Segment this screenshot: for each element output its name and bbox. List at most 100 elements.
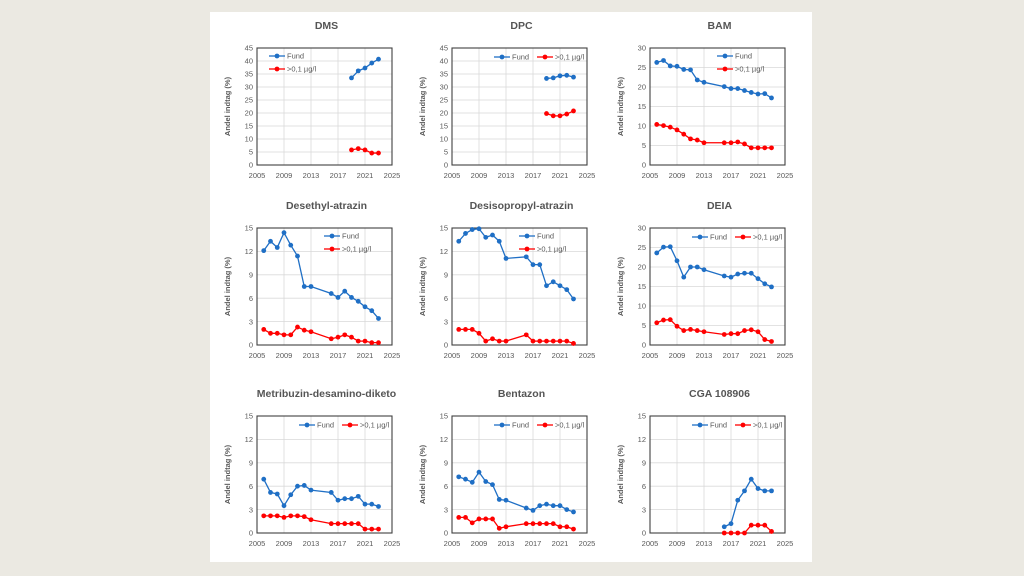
data-point <box>342 288 348 294</box>
data-point <box>342 332 348 338</box>
legend-label: Fund <box>710 421 727 430</box>
data-point <box>456 327 462 332</box>
data-point <box>544 111 549 116</box>
legend-label: >0,1 µg/l <box>537 245 566 254</box>
x-tick-label: 2013 <box>303 171 320 180</box>
data-point <box>550 113 556 119</box>
data-point <box>742 141 747 147</box>
data-point <box>530 507 536 513</box>
y-tick-label: 10 <box>638 302 646 311</box>
data-point <box>755 145 761 151</box>
legend-label: >0,1 µg/l <box>360 421 389 430</box>
data-point <box>355 298 361 304</box>
data-point <box>261 513 267 519</box>
x-tick-label: 2021 <box>552 171 569 180</box>
data-point <box>564 524 570 530</box>
data-point <box>328 291 334 296</box>
data-point <box>369 526 375 532</box>
chart-8: Bentazon 0 3 6 9 12 15 2005 2009 2013 2017 2021 2025… <box>410 380 610 562</box>
legend-label: >0,1 µg/l <box>287 65 316 74</box>
data-point <box>742 530 747 536</box>
data-point <box>571 74 576 80</box>
data-point <box>544 338 549 344</box>
data-point <box>281 332 287 338</box>
data-point <box>537 338 543 344</box>
plot-frame <box>256 415 393 534</box>
data-point <box>281 230 287 236</box>
data-point <box>667 244 673 250</box>
series-line <box>263 231 379 319</box>
data-point <box>530 338 536 344</box>
y-tick-label: 15 <box>638 282 646 291</box>
data-point <box>550 75 556 81</box>
legend-swatch-marker <box>722 53 728 59</box>
y-tick-label: 5 <box>642 321 646 330</box>
chart-title: DEIA <box>707 200 733 212</box>
series-fund <box>349 56 381 81</box>
data-point <box>376 150 381 156</box>
x-tick-label: 2025 <box>579 351 596 360</box>
series-line <box>263 326 379 344</box>
x-tick-label: 2013 <box>696 351 713 360</box>
x-tick-label: 2025 <box>777 351 794 360</box>
legend-swatch-marker <box>740 422 746 428</box>
data-point <box>463 327 468 332</box>
data-point <box>654 250 660 256</box>
y-tick-label: 30 <box>440 83 448 92</box>
data-point <box>571 341 576 346</box>
data-point <box>376 526 381 532</box>
y-tick-label: 20 <box>638 83 646 92</box>
data-point <box>342 496 348 502</box>
y-tick-label: 9 <box>444 459 448 468</box>
legend-swatch-marker <box>499 54 505 60</box>
data-point <box>557 503 563 509</box>
y-tick-label: 0 <box>444 341 448 350</box>
legend: Fund >0,1 µg/l <box>269 52 316 74</box>
data-point <box>463 476 468 482</box>
data-point <box>469 479 475 485</box>
y-tick-label: 6 <box>249 482 253 491</box>
chart-title: Bentazon <box>498 388 545 400</box>
y-tick-label: 6 <box>642 482 646 491</box>
x-tick-label: 2025 <box>384 539 401 548</box>
chart-2: DPC 0 5 10 15 20 25 30 35 40 45 2005 2009 2013 2017 202… <box>410 12 610 194</box>
data-point <box>274 491 280 497</box>
y-tick-label: 12 <box>245 435 253 444</box>
data-point <box>288 242 294 248</box>
data-point <box>308 487 314 493</box>
data-point <box>362 65 368 71</box>
x-tick-label: 2013 <box>498 171 515 180</box>
y-tick-label: 30 <box>638 224 646 233</box>
data-point <box>476 226 482 232</box>
data-point <box>564 338 570 344</box>
legend-swatch-marker <box>274 66 280 72</box>
data-point <box>362 338 368 344</box>
chart-title: BAM <box>708 20 732 32</box>
data-point <box>469 327 475 332</box>
data-point <box>550 279 556 285</box>
data-point <box>261 248 267 254</box>
x-tick-label: 2017 <box>330 351 347 360</box>
y-tick-label: 9 <box>444 271 448 280</box>
x-tick-label: 2025 <box>384 351 401 360</box>
data-point <box>530 262 536 268</box>
data-point <box>288 492 294 498</box>
chart-title: CGA 108906 <box>689 388 750 400</box>
data-point <box>496 338 502 344</box>
data-point <box>490 482 495 488</box>
x-tick-label: 2009 <box>669 539 686 548</box>
data-point <box>369 501 375 507</box>
chart-title: Metribuzin-desamino-diketo <box>257 388 396 400</box>
data-point <box>769 339 774 344</box>
data-point <box>564 72 570 78</box>
data-point <box>261 327 267 332</box>
y-tick-label: 0 <box>249 161 253 170</box>
data-point <box>674 323 680 329</box>
data-point <box>701 267 707 273</box>
data-point <box>701 329 707 335</box>
data-point <box>523 521 529 527</box>
data-point <box>288 513 294 519</box>
data-point <box>328 490 334 495</box>
chart-4: Desethyl-atrazin 0 3 6 9 12 15 2005 2009 2013 2017… <box>215 192 415 374</box>
